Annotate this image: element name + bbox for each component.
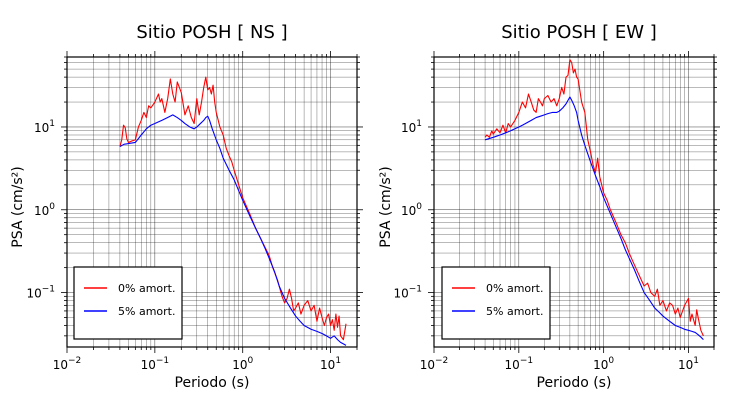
y-axis-label: PSA (cm/s²) xyxy=(378,166,394,248)
chart-panel-ns: 10−2 10−1 100 101 10−1 100 101 Sitio POSH [ NS … xyxy=(10,22,363,391)
series-group xyxy=(119,76,347,346)
series-line-amort-0 xyxy=(119,76,347,341)
series-group xyxy=(484,59,704,341)
plot-frame xyxy=(66,56,358,348)
y-tick-label: 10−1 xyxy=(26,285,55,301)
x-tick-label: 10−1 xyxy=(141,356,170,372)
series-line-amort-0 xyxy=(484,59,704,337)
y-tick-label: 100 xyxy=(34,202,55,218)
x-tick-label: 100 xyxy=(593,356,614,372)
chart-panel-ew: 10−2 10−1 100 101 10−1 100 101 Sitio POSH [ EW … xyxy=(378,22,720,391)
series-line-amort-5 xyxy=(119,114,347,346)
chart-title: Sitio POSH [ EW ] xyxy=(501,22,657,43)
plot-frame xyxy=(433,56,715,348)
legend-box xyxy=(73,266,183,340)
x-tick-label: 101 xyxy=(678,356,699,372)
y-tick-label: 101 xyxy=(401,119,422,135)
y-axis-label: PSA (cm/s²) xyxy=(10,166,26,248)
axis-ticks xyxy=(61,51,363,353)
legend-label: 5% amort. xyxy=(118,305,175,318)
legend: 0% amort. 5% amort. xyxy=(441,266,551,340)
y-tick-label: 10−1 xyxy=(393,285,422,301)
axis-ticks xyxy=(428,51,720,353)
legend-label: 0% amort. xyxy=(118,282,175,295)
x-tick-label: 10−2 xyxy=(420,356,449,372)
x-axis-label: Periodo (s) xyxy=(175,375,250,391)
x-axis-label: Periodo (s) xyxy=(537,375,612,391)
y-tick-label: 101 xyxy=(34,119,55,135)
legend: 0% amort. 5% amort. xyxy=(73,266,183,340)
x-tick-label: 100 xyxy=(232,356,253,372)
legend-label: 0% amort. xyxy=(486,282,543,295)
chart-title: Sitio POSH [ NS ] xyxy=(136,22,287,43)
x-tick-label: 10−1 xyxy=(505,356,534,372)
y-tick-label: 100 xyxy=(401,202,422,218)
series-line-amort-5 xyxy=(484,96,704,341)
legend-label: 5% amort. xyxy=(486,305,543,318)
x-tick-label: 101 xyxy=(320,356,341,372)
legend-box xyxy=(441,266,551,340)
x-tick-label: 10−2 xyxy=(53,356,82,372)
